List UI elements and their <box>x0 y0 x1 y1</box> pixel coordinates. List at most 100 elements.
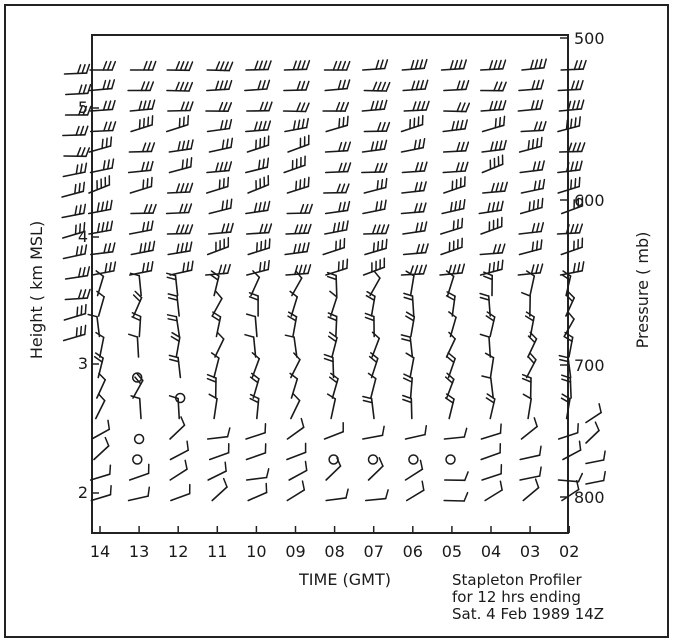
wind-barb <box>585 470 606 485</box>
x-tick-label: 11 <box>207 542 227 561</box>
wind-barb <box>214 331 225 358</box>
wind-barb <box>169 260 194 276</box>
wind-barb <box>247 174 270 194</box>
calm-marker <box>133 433 145 445</box>
height-tick-label: 2 <box>78 483 88 502</box>
wind-barb <box>324 200 351 215</box>
wind-barb <box>245 60 272 71</box>
calm-marker <box>408 454 419 465</box>
wind-barb <box>63 147 91 158</box>
wind-barb <box>361 99 388 112</box>
wind-barb <box>62 125 89 137</box>
wind-barb <box>362 395 375 420</box>
y-axis-right-title: Pressure ( mb) <box>633 232 652 349</box>
x-tick-label: 04 <box>481 542 501 561</box>
wind-barb <box>560 196 584 215</box>
wind-barb <box>518 136 543 153</box>
wind-barb <box>363 121 391 133</box>
wind-barb <box>558 99 585 112</box>
wind-barb <box>443 176 466 194</box>
wind-barb <box>288 460 308 481</box>
wind-barb <box>557 423 579 440</box>
wind-barb <box>208 198 233 215</box>
wind-barb <box>206 61 234 72</box>
wind-barb <box>209 270 220 297</box>
wind-barb <box>207 461 227 481</box>
wind-barb <box>440 237 463 256</box>
wind-barb <box>402 79 429 92</box>
wind-barb <box>517 99 544 112</box>
wind-barb <box>561 479 580 502</box>
wind-barb <box>167 101 194 112</box>
axis-ticks-layer: 14 13 12 11 10 09 08 07 06 05 04 03 02 5 4 3 2 500 600 700 8… <box>78 29 605 561</box>
wind-barb <box>168 139 194 153</box>
wind-barb <box>127 160 154 174</box>
wind-barb <box>326 271 338 297</box>
wind-barb <box>89 79 116 92</box>
wind-barb <box>284 242 310 256</box>
wind-barb <box>87 313 101 338</box>
wind-barb <box>130 203 157 215</box>
wind-barb <box>519 466 542 481</box>
wind-barb <box>246 259 270 276</box>
wind-barb <box>479 243 506 256</box>
wind-barb <box>442 161 469 174</box>
wind-barb <box>64 105 92 116</box>
wind-barb <box>522 393 533 420</box>
wind-barb <box>483 271 494 297</box>
wind-barb <box>128 333 140 358</box>
wind-barb <box>206 373 217 399</box>
wind-barb <box>402 221 428 235</box>
wind-barb <box>96 372 106 399</box>
wind-barb <box>404 424 428 440</box>
wind-barb <box>480 81 507 92</box>
wind-barb <box>525 352 537 379</box>
wind-barb <box>326 393 337 420</box>
wind-barb <box>478 200 504 215</box>
wind-barb <box>129 176 153 194</box>
wind-barb <box>527 331 538 358</box>
wind-barb <box>401 181 427 194</box>
wind-barb <box>562 440 582 461</box>
wind-barb <box>585 421 600 444</box>
wind-barb <box>249 372 260 399</box>
wind-barb <box>89 121 117 133</box>
wind-barb <box>558 142 586 153</box>
wind-barb <box>247 238 271 256</box>
x-axis-title: TIME (GMT) <box>298 570 391 589</box>
wind-barb <box>323 183 350 194</box>
wind-barb <box>96 290 105 317</box>
wind-barb <box>400 138 426 153</box>
wind-barb <box>559 261 585 276</box>
wind-barb <box>364 489 389 502</box>
wind-barb <box>245 313 258 338</box>
wind-barb <box>328 372 339 399</box>
wind-barb <box>93 436 110 461</box>
wind-barb <box>402 394 413 420</box>
wind-barb <box>245 468 270 481</box>
wind-barb <box>63 63 91 75</box>
wind-barb <box>290 393 301 420</box>
wind-barb <box>441 198 466 215</box>
wind-barb <box>327 331 338 358</box>
wind-barb <box>285 223 312 235</box>
wind-barb <box>401 58 428 71</box>
wind-barb <box>61 181 86 198</box>
wind-barb <box>556 223 584 235</box>
height-tick-label: 3 <box>78 354 88 373</box>
wind-barb <box>443 427 468 440</box>
wind-barb <box>481 115 506 133</box>
wind-barb <box>65 83 92 96</box>
wind-barb <box>520 417 538 440</box>
wind-barb <box>63 303 87 321</box>
caption-line-3: Sat. 4 Feb 1989 14Z <box>452 605 605 623</box>
wind-barb <box>557 160 583 174</box>
wind-barb <box>132 372 144 399</box>
wind-barb <box>519 197 544 215</box>
wind-barb <box>208 443 230 461</box>
wind-barb <box>130 395 142 420</box>
x-tick-label: 13 <box>129 542 149 561</box>
pressure-tick-label: 800 <box>574 488 605 507</box>
wind-barb <box>402 373 414 399</box>
wind-barb <box>517 263 544 276</box>
